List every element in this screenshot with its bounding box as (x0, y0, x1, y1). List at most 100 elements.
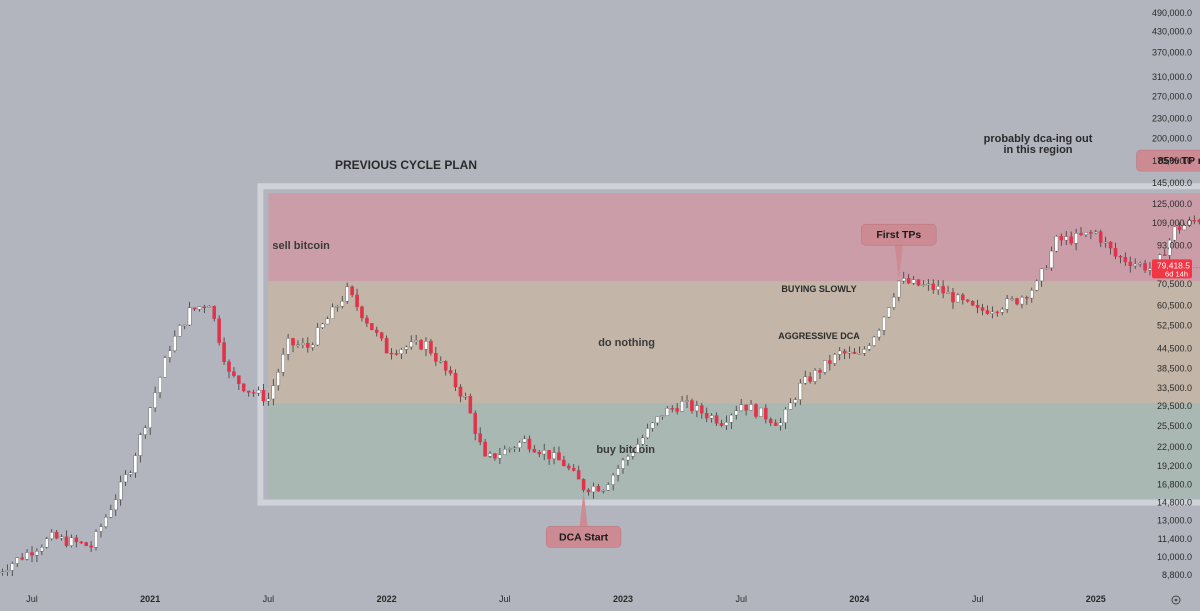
y-tick-label: 125,000.0 (1152, 199, 1192, 209)
y-tick-label: 14,800.0 (1157, 497, 1192, 507)
candle-body (183, 325, 186, 326)
candle-body (336, 306, 339, 307)
candle-body (134, 456, 137, 473)
candle-body (878, 330, 881, 337)
candle-body (1139, 263, 1142, 264)
y-tick-label: 52,500.0 (1157, 320, 1192, 330)
candle-body (779, 423, 782, 426)
x-tick-label: 2022 (377, 594, 397, 604)
y-tick-label: 38,500.0 (1157, 364, 1192, 374)
candle-body (99, 527, 102, 532)
candle-body (65, 537, 68, 546)
candle-body (1129, 262, 1132, 266)
candle-body (912, 280, 915, 283)
candle-body (523, 439, 526, 442)
candle-body (562, 460, 565, 466)
candle-body (725, 422, 728, 425)
candle-body (198, 307, 201, 309)
chart-title: PREVIOUS CYCLE PLAN (335, 158, 477, 172)
candle-body (557, 453, 560, 461)
candle-body (498, 455, 501, 459)
current-price-countdown: 6d 14h (1165, 269, 1188, 278)
candle-body (60, 537, 63, 538)
candle-body (80, 542, 83, 543)
candle-body (400, 349, 403, 353)
x-tick-label: Jul (263, 594, 275, 604)
candle-body (853, 352, 856, 354)
candle-body (961, 295, 964, 300)
candle-body (902, 278, 905, 281)
candle-body (577, 471, 580, 480)
candle-body (454, 373, 457, 387)
candle-body (109, 510, 112, 517)
candle-body (1030, 290, 1033, 298)
candle-body (1193, 220, 1196, 221)
candle-body (774, 423, 777, 426)
candle-body (296, 345, 299, 346)
x-tick-label: 2025 (1086, 594, 1106, 604)
zone-label-buying-slowly: BUYING SLOWLY (781, 284, 856, 294)
candle-body (1143, 263, 1146, 270)
candle-body (671, 408, 674, 409)
y-tick-label: 10,000.0 (1157, 552, 1192, 562)
zone-1 (268, 281, 1200, 403)
candle-body (326, 319, 329, 324)
candle-body (114, 500, 117, 510)
candle-body (395, 353, 398, 354)
candle-body (1070, 237, 1073, 244)
candle-body (636, 444, 639, 452)
candle-body (720, 423, 723, 425)
candle-body (424, 341, 427, 349)
candle-body (946, 292, 949, 293)
y-tick-label: 200,000.0 (1152, 133, 1192, 143)
candle-body (272, 386, 275, 399)
candle-body (1124, 257, 1127, 262)
candle-body (405, 347, 408, 349)
candle-body (429, 341, 432, 353)
candle-body (1089, 232, 1092, 233)
candle-body (346, 287, 349, 301)
candle-body (1015, 299, 1018, 304)
candle-body (1025, 297, 1028, 298)
candle-body (612, 475, 615, 484)
candle-body (951, 292, 954, 302)
candle-body (321, 324, 324, 328)
candle-body (355, 295, 358, 307)
candle-body (971, 301, 974, 305)
candle-body (907, 278, 910, 283)
candle-body (70, 538, 73, 546)
candle-body (1109, 242, 1112, 248)
candle-body (11, 564, 14, 571)
candle-body (1050, 251, 1053, 268)
candle-body (287, 338, 290, 354)
candle-body (306, 343, 309, 347)
candle-body (809, 377, 812, 382)
candle-body (1163, 255, 1166, 256)
y-tick-label: 25,500.0 (1157, 421, 1192, 431)
candle-body (976, 305, 979, 307)
candle-body (50, 532, 53, 539)
candle-body (818, 370, 821, 372)
candle-body (769, 419, 772, 423)
y-tick-label: 60,500.0 (1157, 300, 1192, 310)
candle-body (30, 553, 33, 556)
candle-body (316, 328, 319, 345)
candle-body (488, 453, 491, 456)
candle-body (1134, 264, 1137, 266)
candle-body (838, 351, 841, 354)
candle-body (641, 438, 644, 444)
candle-body (873, 337, 876, 346)
candle-body (168, 351, 171, 358)
candle-body (626, 456, 629, 460)
y-tick-label: 8,800.0 (1162, 570, 1192, 580)
y-tick-label: 145,000.0 (1152, 178, 1192, 188)
candle-body (331, 307, 334, 319)
candle-body (1065, 237, 1068, 241)
candle-body (1075, 233, 1078, 243)
candle-body (149, 408, 152, 428)
zone-2 (268, 404, 1200, 499)
candle-body (528, 439, 531, 449)
candle-body (94, 531, 97, 547)
